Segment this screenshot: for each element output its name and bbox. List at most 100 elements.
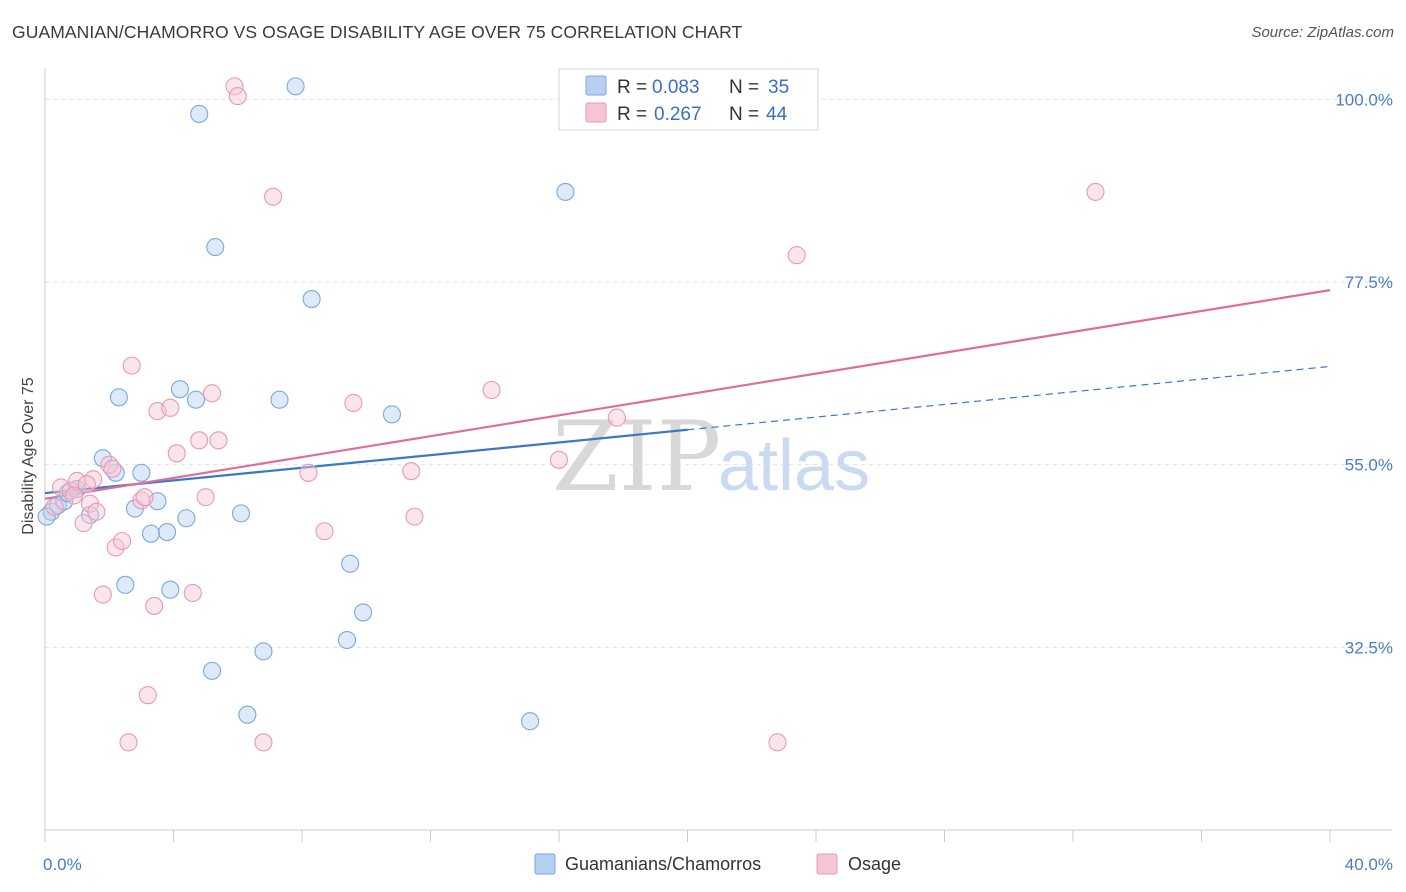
tick-labels: 32.5% 55.0% 77.5% 100.0% 0.0% 40.0%	[43, 90, 1393, 874]
gridlines	[45, 98, 1392, 648]
point-osage-38	[607, 408, 626, 427]
point-osage-20	[161, 398, 180, 417]
point-guamanians-16	[170, 380, 189, 399]
point-guamanians-15	[161, 580, 180, 599]
point-osage-14	[122, 356, 141, 375]
watermark: ZIP atlas	[552, 401, 870, 513]
point-guamanians-27	[302, 290, 321, 309]
point-osage-0	[45, 497, 64, 516]
watermark-atlas: atlas	[718, 426, 870, 506]
point-osage-36	[482, 380, 501, 400]
point-guamanians-28	[337, 630, 357, 650]
point-osage-12	[113, 531, 132, 551]
point-guamanians-14	[158, 523, 177, 542]
point-guamanians-30	[353, 603, 373, 622]
point-osage-13	[119, 733, 138, 752]
bottom-legend-swatch-osage	[816, 853, 838, 875]
point-guamanians-8	[109, 388, 128, 407]
bottom-legend-label-guamanians: Guamanians/Chamorros	[565, 854, 761, 874]
point-guamanians-24	[254, 642, 273, 661]
y-axis-label: Disability Age Over 75	[20, 377, 37, 535]
trendline-extension-0	[687, 365, 1331, 431]
point-osage-42	[64, 486, 83, 505]
y-tick-label-2: 77.5%	[1345, 273, 1393, 292]
point-guamanians-11	[132, 463, 151, 482]
point-osage-17	[138, 686, 157, 705]
point-osage-27	[225, 77, 244, 96]
y-tick-label-0: 32.5%	[1345, 638, 1393, 657]
point-osage-2	[61, 481, 80, 500]
point-osage-30	[264, 187, 283, 206]
point-osage-24	[196, 488, 215, 507]
correlation-legend: R = 0.083 N = 35 R = 0.267 N = 44	[558, 68, 819, 131]
x-tick-label-1: 40.0%	[1345, 855, 1393, 874]
point-osage-31	[299, 463, 318, 482]
legend-n-label-1: N =	[729, 104, 759, 125]
legend-r-label-0: R =	[617, 77, 647, 98]
trendline-1	[44, 289, 1331, 500]
legend-r-value-1: 0.267	[654, 104, 702, 125]
point-osage-4	[74, 514, 93, 533]
point-osage-11	[106, 538, 125, 557]
legend-swatch-pink	[585, 102, 607, 123]
point-osage-32	[315, 522, 334, 541]
point-guamanians-32	[521, 712, 540, 731]
point-osage-34	[402, 462, 421, 481]
point-osage-23	[190, 431, 209, 450]
point-osage-15	[132, 491, 151, 510]
point-osage-18	[145, 596, 164, 615]
point-osage-8	[93, 585, 112, 604]
point-osage-1	[52, 478, 71, 497]
legend-r-value-0: 0.083	[652, 77, 700, 98]
point-osage-16	[135, 488, 154, 507]
point-osage-25	[203, 384, 222, 403]
source-label: Source: ZipAtlas.com	[1251, 24, 1394, 41]
point-osage-43	[77, 475, 96, 494]
point-guamanians-19	[190, 104, 209, 124]
point-osage-7	[87, 502, 106, 521]
point-guamanians-33	[556, 182, 575, 201]
x-tick-label-0: 0.0%	[43, 855, 82, 874]
point-guamanians-20	[203, 661, 222, 680]
point-guamanians-25	[270, 390, 289, 409]
series-legend: Guamanians/Chamorros Osage	[534, 853, 901, 875]
y-tick-label-1: 55.0%	[1345, 456, 1393, 475]
point-guamanians-21	[206, 238, 225, 257]
y-tick-label-3: 100.0%	[1335, 90, 1393, 109]
point-osage-22	[183, 583, 202, 602]
point-guamanians-12	[141, 524, 161, 543]
point-guamanians-17	[177, 509, 196, 528]
point-guamanians-29	[341, 554, 360, 573]
point-osage-10	[103, 459, 122, 478]
legend-swatch-blue	[585, 75, 607, 96]
point-guamanians-26	[286, 77, 305, 96]
point-osage-40	[787, 246, 806, 265]
axes	[44, 68, 1392, 842]
point-guamanians-0	[42, 502, 61, 521]
bottom-legend-label-osage: Osage	[848, 854, 901, 874]
legend-n-label-0: N =	[729, 77, 759, 98]
legend-r-label-1: R =	[617, 104, 647, 125]
point-osage-28	[228, 87, 247, 106]
chart-title: GUAMANIAN/CHAMORRO VS OSAGE DISABILITY A…	[12, 22, 743, 42]
point-guamanians-31	[382, 405, 402, 424]
bottom-legend-swatch-guamanians	[534, 853, 556, 875]
point-guamanians-9	[116, 575, 135, 594]
trendline-0	[44, 428, 688, 495]
point-guamanians-18	[186, 390, 206, 409]
legend-n-value-0: 35	[768, 77, 789, 98]
point-guamanians-23	[238, 705, 257, 724]
point-osage-37	[549, 450, 569, 469]
point-osage-26	[209, 431, 228, 450]
point-osage-3	[68, 471, 87, 490]
point-osage-35	[405, 507, 424, 526]
point-osage-41	[1086, 182, 1105, 201]
legend-n-value-1: 44	[766, 104, 788, 125]
point-guamanians-22	[231, 504, 251, 523]
watermark-zip: ZIP	[552, 401, 721, 513]
data-points	[37, 77, 1105, 752]
point-osage-33	[344, 393, 363, 413]
point-osage-29	[254, 733, 273, 752]
point-osage-21	[167, 444, 186, 463]
